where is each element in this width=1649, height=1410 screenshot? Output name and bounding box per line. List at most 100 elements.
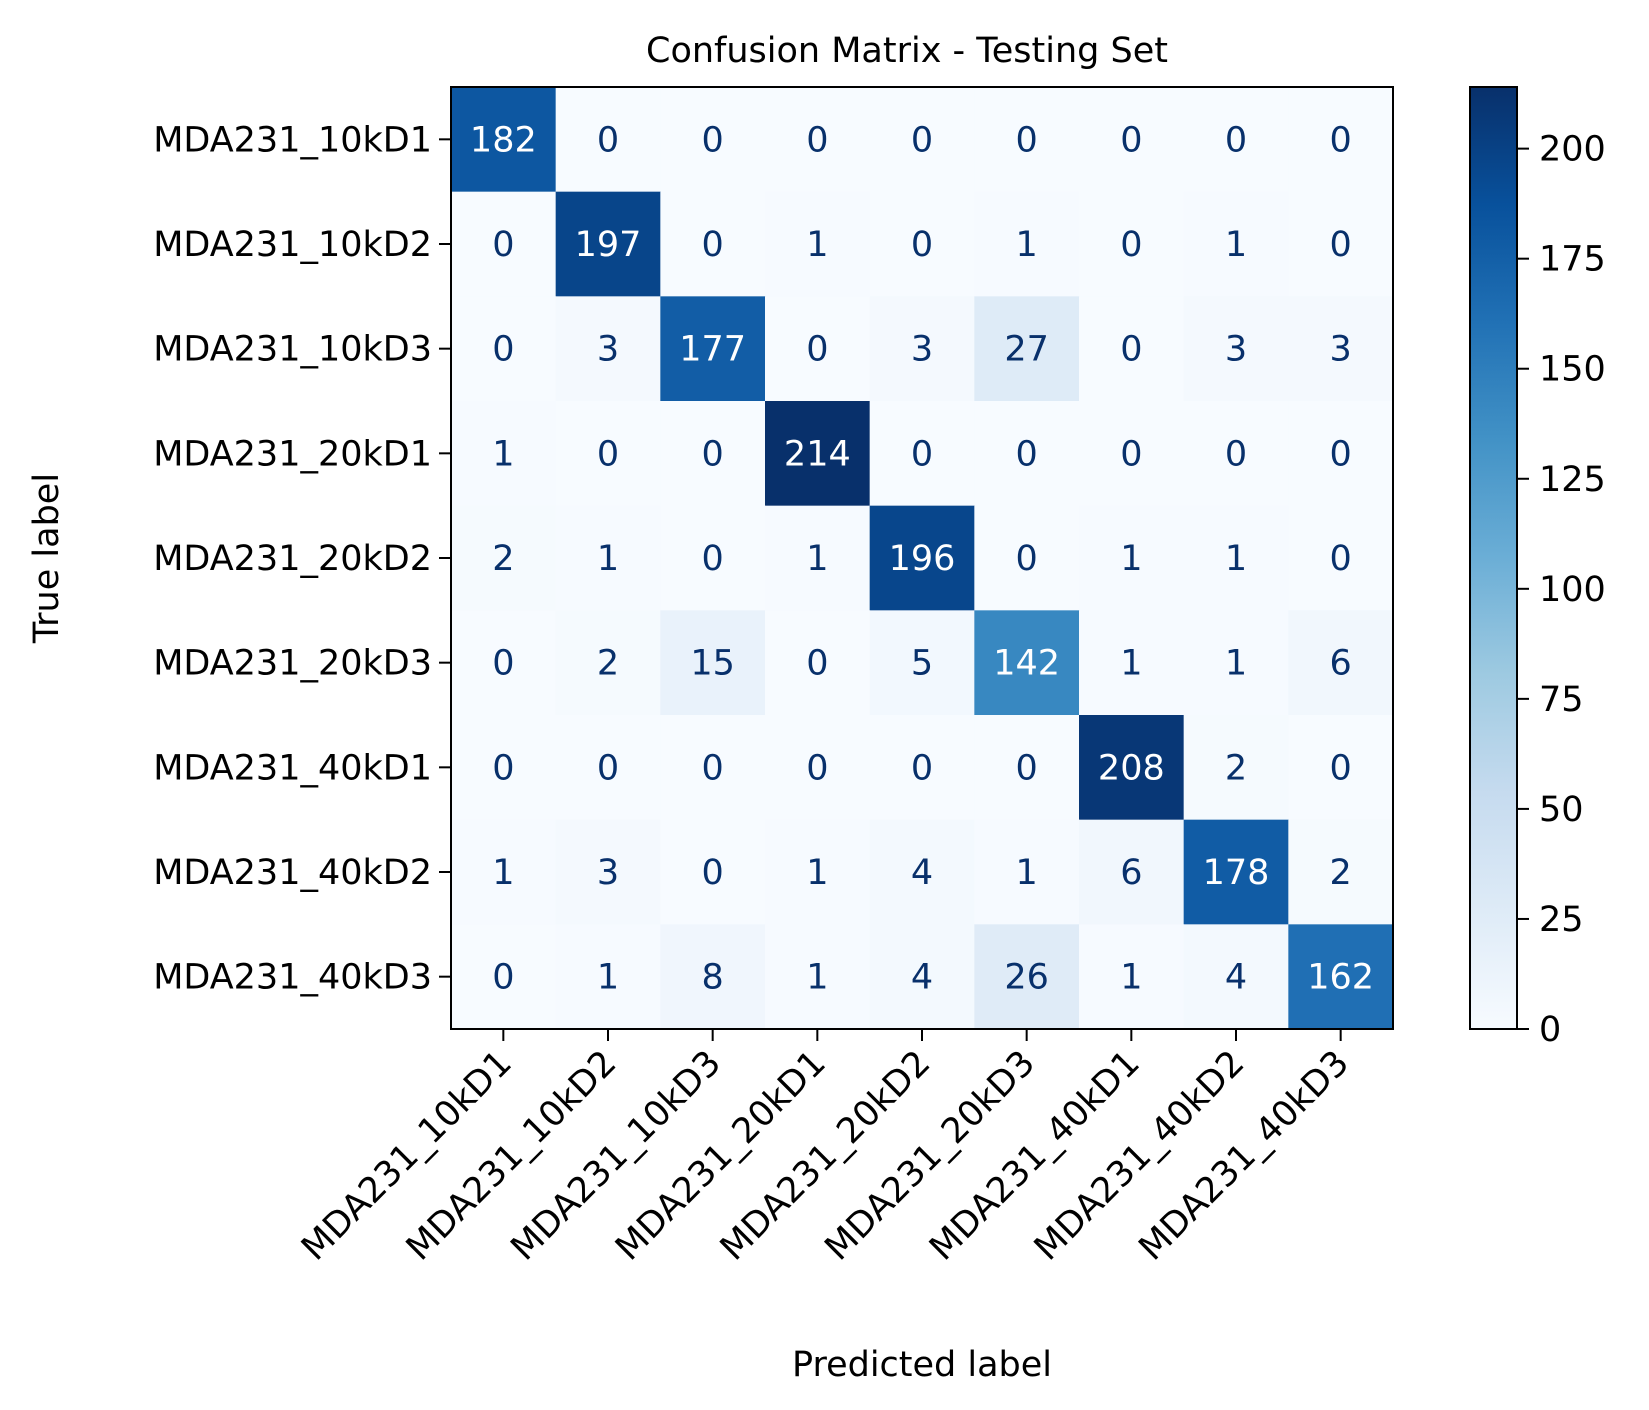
cell-value-label: 1: [1016, 853, 1038, 893]
y-tick-label: MDA231_40kD3: [153, 958, 432, 998]
cell-value-label: 0: [806, 748, 828, 788]
heatmap-cell: [1079, 505, 1185, 611]
heatmap-cell: [555, 87, 661, 193]
cell-value-label: 4: [911, 853, 933, 893]
colorbar-tick-label: 100: [1539, 570, 1606, 610]
heatmap-cell: [765, 401, 871, 507]
heatmap-cell: [451, 715, 557, 821]
cell-value-label: 0: [492, 958, 514, 998]
cell-value-label: 27: [1004, 330, 1049, 370]
heatmap-cell: [1079, 819, 1185, 925]
cell-value-label: 15: [690, 644, 735, 684]
heatmap-cell: [1183, 296, 1289, 402]
heatmap-cell: [765, 296, 871, 402]
heatmap-cell: [451, 87, 557, 193]
heatmap-cell: [869, 715, 975, 821]
heatmap-cell: [1079, 610, 1185, 716]
x-axis-ticks: MDA231_10kD1MDA231_10kD2MDA231_10kD3MDA2…: [294, 1029, 1357, 1269]
cell-value-label: 1: [492, 853, 514, 893]
cell-value-label: 0: [492, 748, 514, 788]
heatmap-cell: [869, 191, 975, 297]
cell-value-label: 26: [1004, 958, 1049, 998]
cell-value-label: 0: [492, 330, 514, 370]
heatmap-cell: [451, 924, 557, 1030]
heatmap-cell: [974, 191, 1080, 297]
cell-value-label: 214: [784, 434, 851, 474]
heatmap-cell: [555, 715, 661, 821]
heatmap-cell: [1288, 819, 1394, 925]
heatmap-cell: [1079, 87, 1185, 193]
cell-value-label: 3: [911, 330, 933, 370]
cell-value-label: 6: [1330, 644, 1352, 684]
heatmap-cell: [765, 191, 871, 297]
colorbar: [1469, 86, 1518, 1030]
y-tick-label: MDA231_40kD1: [153, 748, 432, 788]
heatmap-cell: [451, 191, 557, 297]
cell-value-label: 0: [911, 120, 933, 160]
cell-value-label: 0: [806, 644, 828, 684]
colorbar-tick-label: 75: [1539, 680, 1584, 720]
y-tick-label: MDA231_20kD2: [153, 539, 432, 579]
cell-value-label: 3: [597, 853, 619, 893]
heatmap-cell: [451, 610, 557, 716]
colorbar-tick-label: 125: [1539, 460, 1606, 500]
heatmap-cell: [1183, 610, 1289, 716]
heatmap-cell: [1183, 505, 1289, 611]
cell-value-label: 2: [1225, 748, 1247, 788]
heatmap-cell: [1288, 296, 1394, 402]
heatmap-cell: [451, 401, 557, 507]
heatmap-cell: [1288, 715, 1394, 821]
cell-value-label: 1: [1120, 644, 1142, 684]
heatmap-cell: [974, 401, 1080, 507]
heatmap-cell: [765, 819, 871, 925]
cell-value-label: 0: [597, 434, 619, 474]
heatmap-cell: [1079, 296, 1185, 402]
cell-value-label: 2: [492, 539, 514, 579]
cell-value-label: 0: [492, 225, 514, 265]
heatmap-cell: [869, 87, 975, 193]
cell-value-label: 0: [1225, 120, 1247, 160]
heatmap-cell: [451, 505, 557, 611]
cell-value-label: 0: [1330, 120, 1352, 160]
cell-value-label: 0: [1330, 434, 1352, 474]
cell-value-label: 0: [1330, 748, 1352, 788]
cell-value-label: 0: [806, 120, 828, 160]
heatmap-cell: [1288, 87, 1394, 193]
y-tick-label: MDA231_20kD1: [153, 434, 432, 474]
cell-value-label: 1: [1225, 644, 1247, 684]
heatmap-cell: [869, 296, 975, 402]
y-tick-label: MDA231_20kD3: [153, 644, 432, 684]
heatmap-cell: [869, 819, 975, 925]
heatmap-cell: [765, 505, 871, 611]
cell-value-label: 0: [702, 120, 724, 160]
heatmap-cell: [869, 505, 975, 611]
heatmap-cell: [555, 191, 661, 297]
heatmap-cell: [660, 924, 766, 1030]
cell-value-label: 182: [470, 120, 537, 160]
colorbar-ticks: 0 25 50 75 100 125 150 175 200: [1517, 130, 1606, 1050]
cell-value-label: 0: [1016, 120, 1038, 160]
cell-value-label: 3: [1330, 330, 1352, 370]
y-tick-label: MDA231_40kD2: [153, 853, 432, 893]
heatmap-cell: [1079, 401, 1185, 507]
cell-value-label: 208: [1098, 748, 1165, 788]
heatmap-cell: [1079, 924, 1185, 1030]
heatmap-cell: [451, 819, 557, 925]
cell-value-label: 6: [1120, 853, 1142, 893]
cell-value-label: 0: [1120, 225, 1142, 265]
cell-value-label: 1: [597, 539, 619, 579]
cell-value-label: 1: [1120, 958, 1142, 998]
heatmap-cell: [660, 610, 766, 716]
cell-value-label: 0: [1016, 748, 1038, 788]
heatmap-cell: [869, 401, 975, 507]
heatmap-cell: [1183, 924, 1289, 1030]
y-axis-label: True label: [27, 473, 67, 644]
cell-value-label: 142: [993, 644, 1060, 684]
cell-value-label: 1: [806, 853, 828, 893]
cell-value-label: 0: [1016, 434, 1038, 474]
cell-value-label: 1: [1120, 539, 1142, 579]
cell-value-label: 0: [806, 330, 828, 370]
heatmap-cell: [869, 924, 975, 1030]
